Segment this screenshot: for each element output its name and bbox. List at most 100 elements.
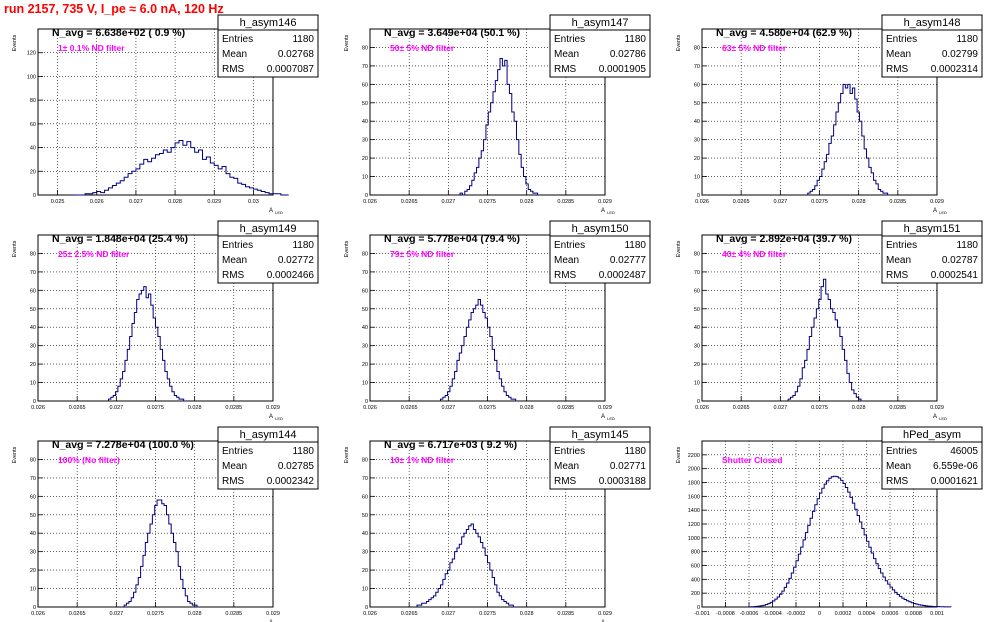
stats-box — [881, 220, 983, 284]
y-axis-label: Events — [12, 446, 18, 463]
histogram-name: h_asym145 — [572, 429, 629, 441]
y-tick-label: 70 — [694, 270, 700, 276]
y-tick-label: 60 — [362, 82, 368, 88]
y-tick-label: 20 — [30, 362, 36, 368]
x-tick-label: 0.0285 — [557, 611, 574, 617]
y-tick-label: 50 — [362, 513, 368, 519]
x-tick-label: 0.0285 — [557, 199, 574, 205]
histogram-line — [748, 475, 952, 608]
entries-label: Entries — [222, 446, 253, 457]
filter-label: 100% (No filter) — [58, 455, 120, 465]
y-tick-label: 40 — [694, 119, 700, 125]
y-tick-label: 20 — [30, 568, 36, 574]
entries-value: 46005 — [950, 446, 978, 457]
stats-box — [881, 426, 983, 490]
y-tick-label: 0 — [365, 193, 368, 199]
y-tick-label: 20 — [30, 169, 36, 175]
x-axis-label-subscript: LED — [607, 210, 615, 215]
rms-label: RMS — [222, 476, 245, 487]
y-axis-label: Events — [344, 240, 350, 257]
n-avg-label: N_avg = 7.278e+04 (100.0 %) — [52, 439, 194, 451]
histogram-name: h_asym148 — [904, 17, 961, 29]
rms-label: RMS — [222, 270, 245, 281]
mean-value: 0.02786 — [610, 49, 647, 60]
stats-box — [549, 426, 651, 490]
entries-label: Entries — [222, 240, 253, 251]
x-tick-label: 0.0265 — [69, 405, 86, 411]
y-tick-label: 120 — [27, 51, 36, 57]
y-tick-label: 50 — [694, 307, 700, 313]
y-tick-label: 40 — [30, 325, 36, 331]
y-tick-label: 10 — [30, 381, 36, 387]
y-tick-label: 60 — [694, 288, 700, 294]
histogram-panel-h_asym147: 0.026 0.0265 0.027 0.0275 0.028 0.0285 0.029 0 1… — [344, 14, 651, 215]
x-tick-label: -0.0004 — [763, 611, 782, 617]
x-axis-label-subscript: LED — [275, 210, 283, 215]
filter-label: 40± 4% ND filter — [722, 249, 787, 259]
x-tick-label: 0.027 — [109, 405, 123, 411]
x-tick-label: 0.026 — [31, 611, 45, 617]
x-tick-label: 0.0275 — [811, 199, 828, 205]
y-tick-label: 50 — [30, 513, 36, 519]
x-axis-label: A — [269, 620, 273, 622]
n-avg-label: N_avg = 5.778e+04 (79.4 %) — [384, 233, 520, 245]
x-tick-label: 0.028 — [520, 405, 534, 411]
stats-box — [217, 14, 319, 78]
stats-box — [881, 14, 983, 78]
histogram-line — [123, 499, 200, 608]
entries-value: 1180 — [292, 34, 314, 45]
histogram-panel-h_asym144: 0.026 0.0265 0.027 0.0275 0.028 0.0285 0.029 0 1… — [12, 426, 319, 622]
y-tick-label: 40 — [694, 325, 700, 331]
y-tick-label: 20 — [694, 362, 700, 368]
y-tick-label: 0 — [365, 399, 368, 405]
filter-label: 1± 0.1% ND filter — [58, 43, 125, 53]
y-tick-label: 10 — [362, 587, 368, 593]
n-avg-label: N_avg = 2.892e+04 (39.7 %) — [716, 233, 852, 245]
rms-value: 0.0007087 — [267, 64, 315, 75]
y-tick-label: 10 — [694, 175, 700, 181]
histogram-name: h_asym151 — [904, 223, 961, 235]
x-tick-label: 0.0002 — [835, 611, 852, 617]
stats-box — [549, 220, 651, 284]
x-tick-label: 0.0275 — [147, 611, 164, 617]
x-tick-label: 0.026 — [363, 611, 377, 617]
entries-label: Entries — [886, 240, 917, 251]
rms-value: 0.0002487 — [599, 270, 647, 281]
x-tick-label: 0.027 — [129, 199, 143, 205]
y-tick-label: 0 — [365, 605, 368, 611]
x-tick-label: 0.0265 — [733, 199, 750, 205]
y-tick-label: 20 — [362, 568, 368, 574]
x-tick-label: 0.0275 — [479, 199, 496, 205]
entries-value: 1180 — [956, 240, 978, 251]
x-tick-label: 0.026 — [31, 405, 45, 411]
y-tick-label: 0 — [33, 399, 36, 405]
filter-label: Shutter Closed — [722, 455, 782, 465]
entries-label: Entries — [886, 446, 917, 457]
mean-label: Mean — [554, 461, 579, 472]
mean-value: 0.02772 — [278, 255, 315, 266]
x-tick-label: 0 — [818, 611, 821, 617]
rms-label: RMS — [886, 476, 909, 487]
run-title: run 2157, 735 V, I_pe ≈ 6.0 nA, 120 Hz — [4, 2, 224, 16]
rms-label: RMS — [886, 64, 909, 75]
x-tick-label: 0.026 — [695, 405, 709, 411]
y-tick-label: 80 — [694, 45, 700, 51]
n-avg-label: N_avg = 6.638e+02 ( 0.9 %) — [52, 27, 185, 39]
rms-value: 0.0002342 — [267, 476, 315, 487]
mean-label: Mean — [222, 461, 247, 472]
y-tick-label: 600 — [691, 564, 700, 570]
histogram-name: h_asym144 — [240, 429, 297, 441]
histogram-line — [416, 523, 516, 608]
y-tick-label: 30 — [30, 550, 36, 556]
x-tick-label: 0.028 — [852, 405, 866, 411]
x-tick-label: 0.0006 — [882, 611, 899, 617]
histogram-line — [807, 83, 890, 196]
x-tick-label: 0.028 — [520, 611, 534, 617]
y-tick-label: 800 — [691, 550, 700, 556]
mean-value: 6.559e-06 — [933, 461, 978, 472]
y-tick-label: 40 — [362, 119, 368, 125]
rms-value: 0.0002314 — [931, 64, 979, 75]
histogram-name: h_asym150 — [572, 223, 629, 235]
x-tick-label: 0.028 — [852, 199, 866, 205]
